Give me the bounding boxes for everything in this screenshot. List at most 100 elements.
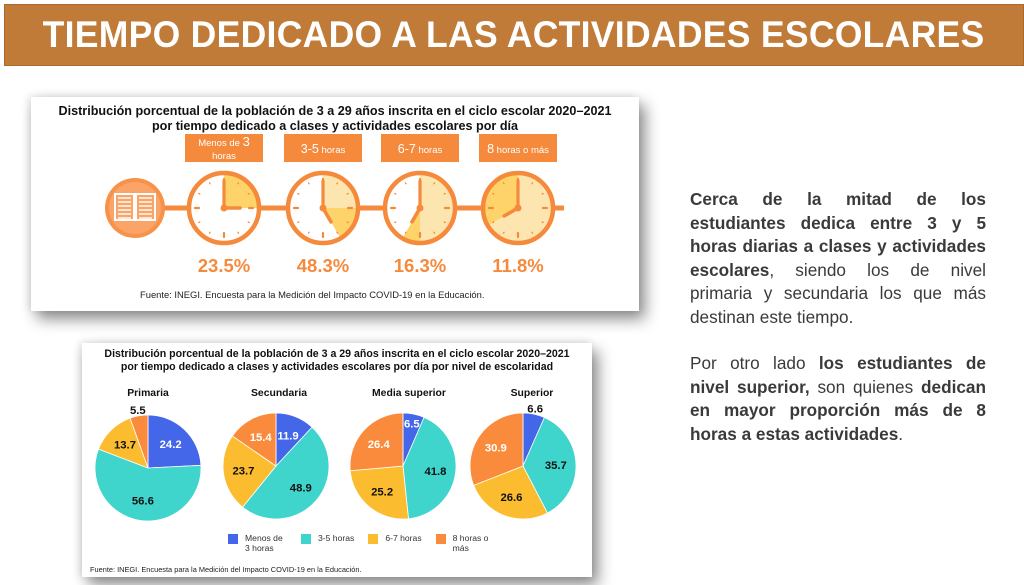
- pie-slice: [522, 416, 577, 514]
- pie-slice: [94, 448, 202, 522]
- clock-tick: [433, 182, 436, 185]
- pie-value-label: 25.2: [371, 486, 393, 498]
- clock-tick: [394, 192, 397, 195]
- pies-title-line1: Distribución porcentual de la población …: [104, 348, 570, 360]
- clock-light-sector: [323, 173, 358, 208]
- bold-text: los estudiantes de nivel superior,: [690, 353, 986, 397]
- clock-tick: [336, 231, 339, 234]
- clock-icon: [480, 170, 556, 246]
- clock-tick: [404, 231, 407, 234]
- legend-swatch: [301, 534, 311, 544]
- clock-tick: [198, 221, 201, 224]
- pie-value-label: 48.9: [290, 483, 312, 495]
- infographic-source: Fuente: INEGI. Encuesta para la Medición…: [140, 289, 485, 300]
- pie-slice: [469, 412, 524, 486]
- percent-label: 48.3%: [297, 255, 349, 276]
- pie-slice: [222, 435, 277, 508]
- pie-slice: [147, 414, 202, 469]
- pie-slice: [129, 414, 149, 469]
- pie-value-label: 6.6: [527, 403, 543, 415]
- clock-rim: [285, 170, 361, 246]
- category-label: 3-5 horas: [301, 142, 346, 156]
- legend-label: 6-7 horas: [385, 533, 422, 543]
- clock-tick: [297, 221, 300, 224]
- clock-tick: [541, 192, 544, 195]
- pie-legend: Menos de 3 horas 3-5 horas 6-7 horas 8 hora…: [228, 533, 493, 554]
- clock-rim: [186, 170, 262, 246]
- infographic-title-line1: Distribución porcentual de la población …: [58, 104, 612, 118]
- category-label-line2: horas: [212, 151, 236, 162]
- clock-tick: [531, 182, 534, 185]
- open-book-icon: [114, 193, 156, 221]
- pies-source: Fuente: INEGI. Encuesta para la Medición…: [90, 565, 362, 574]
- pie-slice: [402, 416, 457, 520]
- summary-paragraph-1: Cerca de la mitad de los estudiantes ded…: [690, 188, 986, 329]
- text: .: [898, 423, 904, 444]
- legend-label: Menos de 3 horas: [245, 533, 283, 554]
- category-label: Menos de 3: [198, 134, 250, 149]
- clock-tick: [346, 221, 349, 224]
- pie-slice: [349, 465, 409, 520]
- pie-value-label: 15.4: [250, 432, 273, 444]
- clock-tick: [394, 221, 397, 224]
- clock-tick: [433, 231, 436, 234]
- pies-title: Distribución porcentual de la población …: [82, 348, 592, 373]
- legend-item: 3-5 horas: [301, 533, 354, 554]
- pie-group-title: Superior: [511, 388, 554, 399]
- clock-tick: [208, 182, 211, 185]
- clock-tick: [247, 192, 250, 195]
- clock-center: [220, 204, 228, 212]
- clock-rim: [480, 170, 556, 246]
- category-label: 8 horas o más: [487, 142, 549, 156]
- pie-value-label: 5.5: [130, 405, 146, 417]
- infographic-title: Distribución porcentual de la población …: [31, 104, 639, 134]
- text: son quienes: [809, 376, 922, 397]
- clock-rim: [382, 170, 458, 246]
- percent-label: 23.5%: [198, 255, 250, 276]
- pie-slice: [349, 412, 404, 472]
- clock-tick: [336, 182, 339, 185]
- pies-title-line2: por tiempo dedicado a clases y actividad…: [120, 360, 554, 373]
- clock-chart: Menos de 3 horas 3-5 horas 6-7 horas 8 horas…: [105, 134, 564, 276]
- clock-tick: [492, 221, 495, 224]
- category-label-box: 6-7 horas: [381, 134, 459, 162]
- clock-tick: [502, 231, 505, 234]
- text: Por otro lado: [690, 353, 819, 373]
- clock-tick: [307, 231, 310, 234]
- page-title: TIEMPO DEDICADO A LAS ACTIVIDADES ESCOLA…: [43, 14, 985, 55]
- clock-tick: [237, 231, 240, 234]
- infographic-title-line2: por tiempo dedicado a clases y actividad…: [151, 119, 519, 134]
- clock-icon: [382, 170, 458, 246]
- pie-slice: [473, 465, 548, 520]
- percent-label: 16.3%: [394, 255, 446, 276]
- pie-value-label: 26.4: [368, 439, 391, 451]
- pie-value-label: 30.9: [485, 442, 507, 454]
- clock-tick: [198, 192, 201, 195]
- title-banner: TIEMPO DEDICADO A LAS ACTIVIDADES ESCOLA…: [4, 4, 1024, 66]
- pie-group-title: Primaria: [127, 388, 169, 399]
- legend-swatch: [368, 534, 379, 544]
- clock-tick: [541, 221, 544, 224]
- pie-chart: [222, 412, 330, 520]
- pie-group-title: Media superior: [372, 388, 446, 399]
- clock-tick: [208, 231, 211, 234]
- clock-center: [514, 204, 522, 212]
- pie-value-label: 13.7: [114, 440, 136, 452]
- pie-charts-panel: Distribución porcentual de la población …: [82, 343, 592, 577]
- pie-slice: [231, 412, 277, 467]
- pie-charts: Primaria 24.2 56.6 13.7 5.5 Secundaria 11.9 48.…: [94, 388, 577, 522]
- clock-tick: [297, 192, 300, 195]
- pie-value-label: 23.7: [232, 466, 254, 478]
- pie-chart: [469, 412, 577, 520]
- pie-chart: [94, 414, 202, 522]
- text: , siendo los de nivel primaria y secunda…: [690, 259, 986, 327]
- legend-label: 8 horas o más: [452, 533, 489, 554]
- clock-tick: [443, 192, 446, 195]
- category-label-box: 3-5 horas: [284, 134, 362, 162]
- legend-item: 6-7 horas: [368, 533, 422, 554]
- category-label-box: Menos de 3 horas: [185, 134, 263, 162]
- pie-value-label: 26.6: [500, 492, 522, 504]
- clock-tick: [346, 192, 349, 195]
- pie-value-label: 41.8: [424, 466, 446, 478]
- pie-value-label: 24.2: [160, 439, 182, 451]
